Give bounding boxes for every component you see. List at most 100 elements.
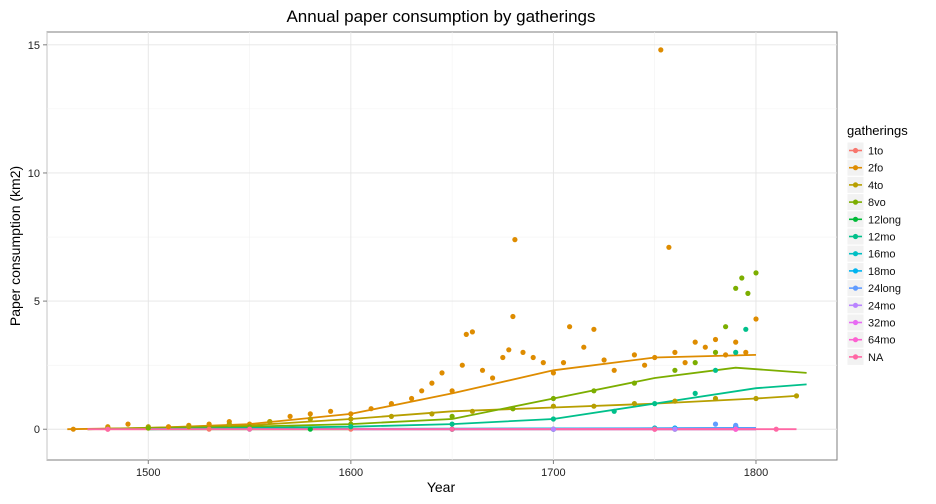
- legend-label: NA: [868, 352, 884, 364]
- point-2fo: [512, 237, 518, 243]
- point-4to: [186, 424, 192, 430]
- legend-key-point: [852, 216, 859, 222]
- legend-item-24mo: 24mo: [846, 296, 896, 315]
- legend-key-point: [852, 199, 859, 205]
- point-2fo: [712, 336, 719, 343]
- point-2fo: [601, 357, 607, 363]
- point-8vo: [510, 406, 516, 412]
- point-2fo: [581, 344, 587, 350]
- point-2fo: [287, 413, 293, 419]
- legend-key-point: [852, 285, 859, 291]
- plot-background: [46, 31, 838, 461]
- point-2fo: [591, 326, 597, 332]
- point-12mo: [611, 408, 617, 414]
- point-12mo: [348, 424, 354, 430]
- point-2fo: [510, 313, 516, 320]
- point-2fo: [439, 370, 445, 376]
- point-2fo: [723, 352, 729, 358]
- point-2fo: [743, 349, 749, 355]
- point-2fo: [530, 354, 536, 361]
- point-2fo: [459, 362, 465, 368]
- legend-label: 18mo: [868, 266, 896, 278]
- point-2fo: [567, 324, 573, 330]
- point-8vo: [723, 324, 729, 330]
- point-8vo: [550, 395, 557, 402]
- legend-title: gatherings: [847, 123, 908, 138]
- point-2fo: [307, 411, 313, 417]
- point-NA: [773, 426, 779, 432]
- point-2fo: [631, 352, 638, 358]
- point-12long: [307, 426, 313, 432]
- legend-label: 24mo: [868, 300, 896, 312]
- y-axis: 0 5 10 15: [28, 40, 47, 436]
- point-2fo: [449, 388, 455, 394]
- data-points: [70, 47, 800, 432]
- point-2fo: [328, 408, 334, 414]
- point-12mo: [712, 367, 719, 373]
- point-12mo: [733, 349, 739, 355]
- plot-panel: [46, 31, 838, 461]
- minor-grid: [46, 32, 837, 460]
- legend-key-point: [852, 165, 859, 171]
- point-4to: [348, 416, 354, 422]
- point-2fo: [642, 362, 648, 368]
- point-8vo: [753, 270, 759, 276]
- point-4to: [307, 416, 313, 422]
- point-4to: [226, 421, 232, 427]
- point-2fo: [520, 349, 526, 355]
- point-2fo: [125, 421, 131, 427]
- point-8vo: [449, 413, 455, 419]
- chart-title: Annual paper consumption by gatherings: [286, 7, 595, 26]
- point-2fo: [429, 380, 435, 386]
- trend-line-8vo: [87, 366, 807, 431]
- point-8vo: [692, 360, 698, 366]
- legend-item-12mo: 12mo: [846, 227, 896, 246]
- point-2fo: [672, 349, 678, 355]
- point-12mo: [550, 416, 557, 422]
- point-12mo: [743, 326, 749, 332]
- point-2fo: [490, 375, 496, 381]
- point-2fo: [506, 347, 512, 353]
- point-4to: [793, 393, 800, 399]
- y-axis-title: Paper consumption (km2): [7, 166, 23, 326]
- legend-label: 1to: [868, 146, 883, 158]
- y-tick-label: 0: [34, 424, 40, 436]
- point-8vo: [733, 285, 739, 291]
- point-64mo: [733, 426, 739, 432]
- point-24mo: [550, 426, 557, 432]
- point-2fo: [753, 316, 759, 322]
- y-tick-label: 10: [28, 168, 40, 180]
- x-tick-label: 1500: [136, 467, 160, 479]
- point-4to: [591, 403, 597, 409]
- point-4to: [631, 401, 638, 407]
- point-8vo: [739, 275, 745, 281]
- legend-item-8vo: 8vo: [846, 193, 886, 212]
- point-1to: [206, 426, 212, 432]
- point-2fo: [666, 244, 672, 250]
- legend-item-24long: 24long: [846, 279, 901, 298]
- point-2fo: [682, 360, 688, 366]
- point-4to: [672, 398, 678, 404]
- x-axis: 1500 1600 1700 1800: [136, 460, 768, 479]
- legend-key-point: [852, 337, 859, 343]
- point-2fo: [550, 370, 557, 376]
- point-2fo: [388, 401, 394, 407]
- point-2fo: [368, 406, 374, 412]
- point-8vo: [145, 425, 151, 431]
- point-2fo: [540, 360, 546, 366]
- legend-label: 2fo: [868, 163, 883, 175]
- point-4to: [469, 408, 475, 414]
- point-24long: [712, 421, 719, 427]
- point-12mo: [652, 401, 658, 407]
- point-4to: [388, 413, 394, 419]
- legend-label: 8vo: [868, 197, 886, 209]
- point-2fo: [469, 329, 475, 335]
- point-24long: [733, 422, 739, 428]
- legend-key-point: [852, 268, 859, 274]
- legend-label: 12mo: [868, 232, 896, 244]
- point-2fo: [165, 424, 172, 430]
- point-8vo: [672, 367, 678, 373]
- point-2fo: [348, 411, 354, 417]
- point-2fo: [702, 344, 708, 350]
